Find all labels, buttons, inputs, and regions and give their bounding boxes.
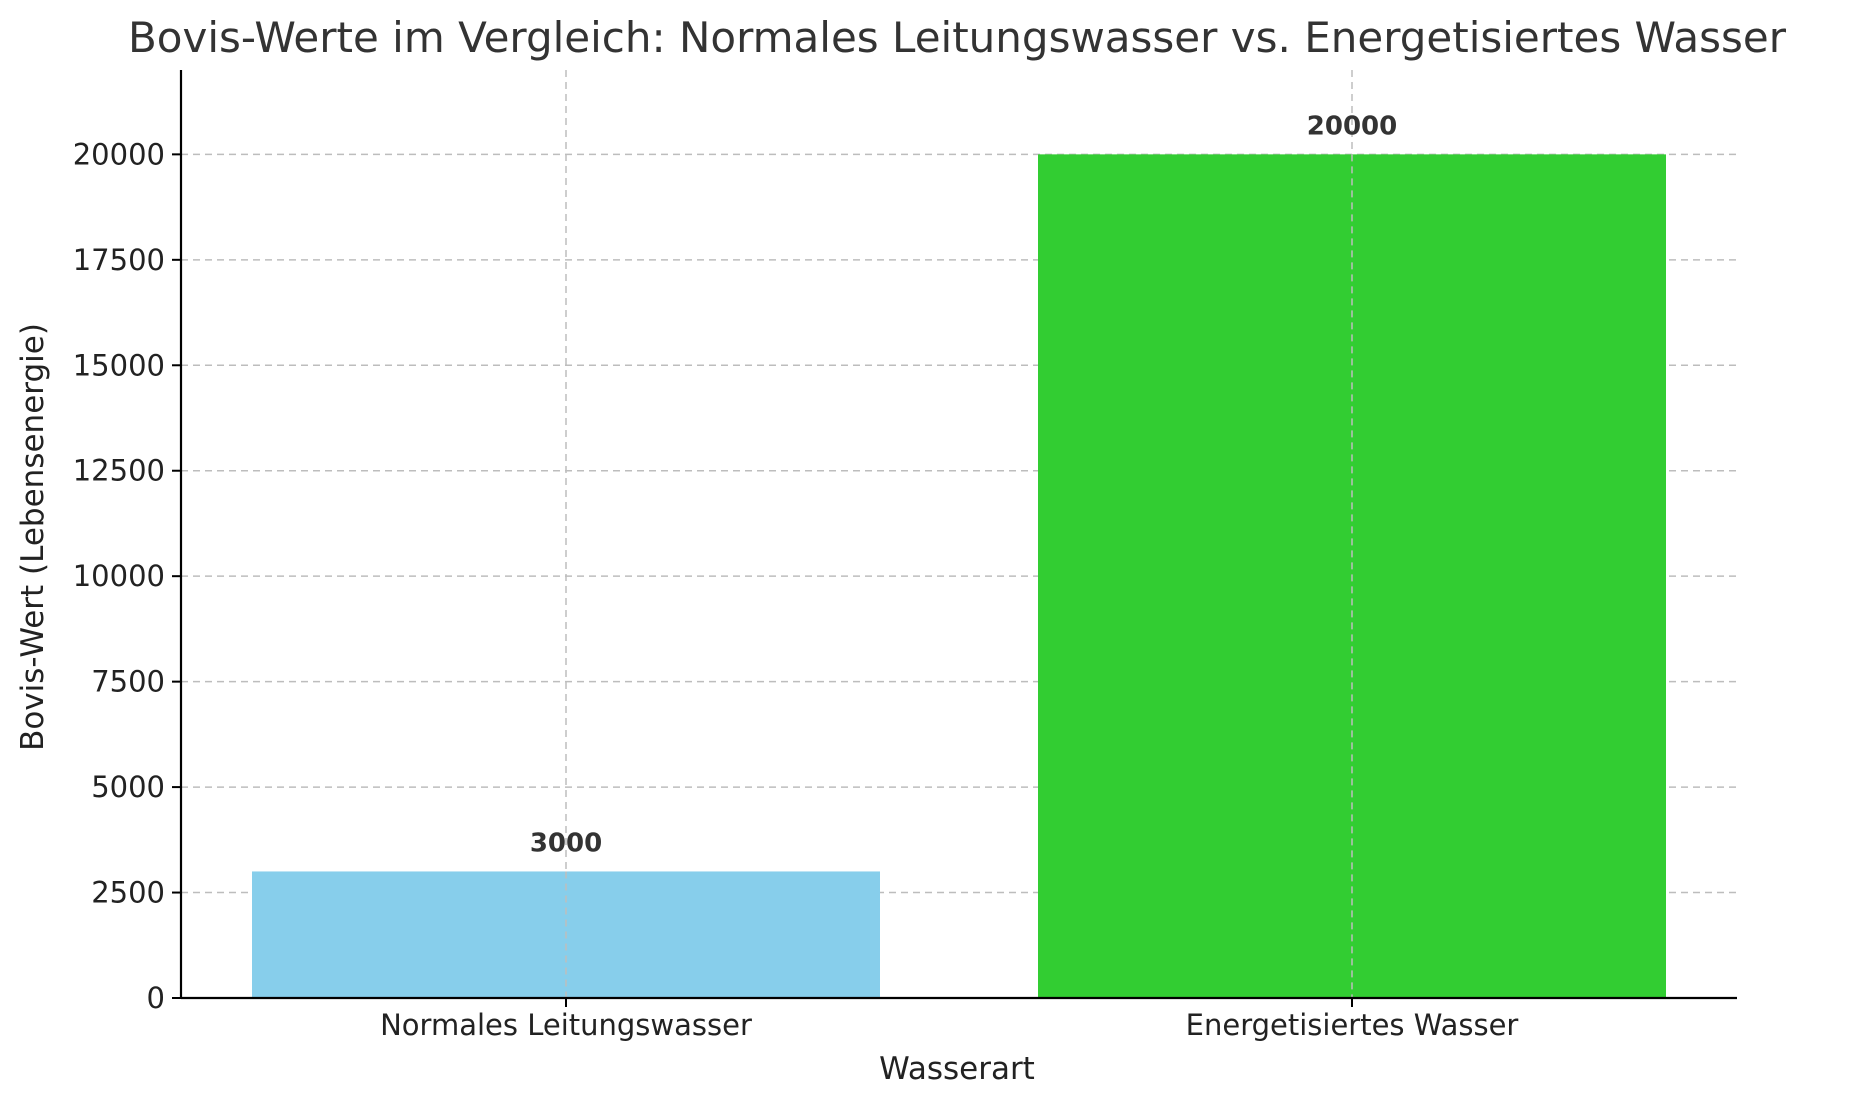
x-tick-label: Energetisiertes Wasser	[1186, 1008, 1519, 1042]
y-tick-label: 5000	[91, 770, 165, 804]
axes	[172, 70, 1737, 1007]
y-tick-label: 0	[147, 981, 165, 1015]
x-axis-label: Wasserart	[879, 1051, 1035, 1087]
data-label: 3000	[530, 828, 602, 858]
data-label: 20000	[1307, 111, 1397, 141]
y-tick-label: 12500	[73, 454, 165, 488]
bars	[252, 154, 1666, 998]
y-axis-label: Bovis-Wert (Lebensenergie)	[15, 323, 51, 751]
y-tick-label: 2500	[91, 876, 165, 910]
y-tick-label: 7500	[91, 665, 165, 699]
tick-labels: 0 2500 5000 7500 10000 12500 15000 17500 20000 No…	[73, 137, 1519, 1042]
y-tick-label: 20000	[73, 137, 165, 171]
y-tick-label: 15000	[73, 348, 165, 382]
y-tick-label: 17500	[73, 243, 165, 277]
x-tick-label: Normales Leitungswasser	[380, 1008, 752, 1042]
data-labels: 3000 20000	[530, 111, 1397, 858]
chart-title: Bovis-Werte im Vergleich: Normales Leitu…	[128, 13, 1787, 62]
y-tick-label: 10000	[73, 559, 165, 593]
